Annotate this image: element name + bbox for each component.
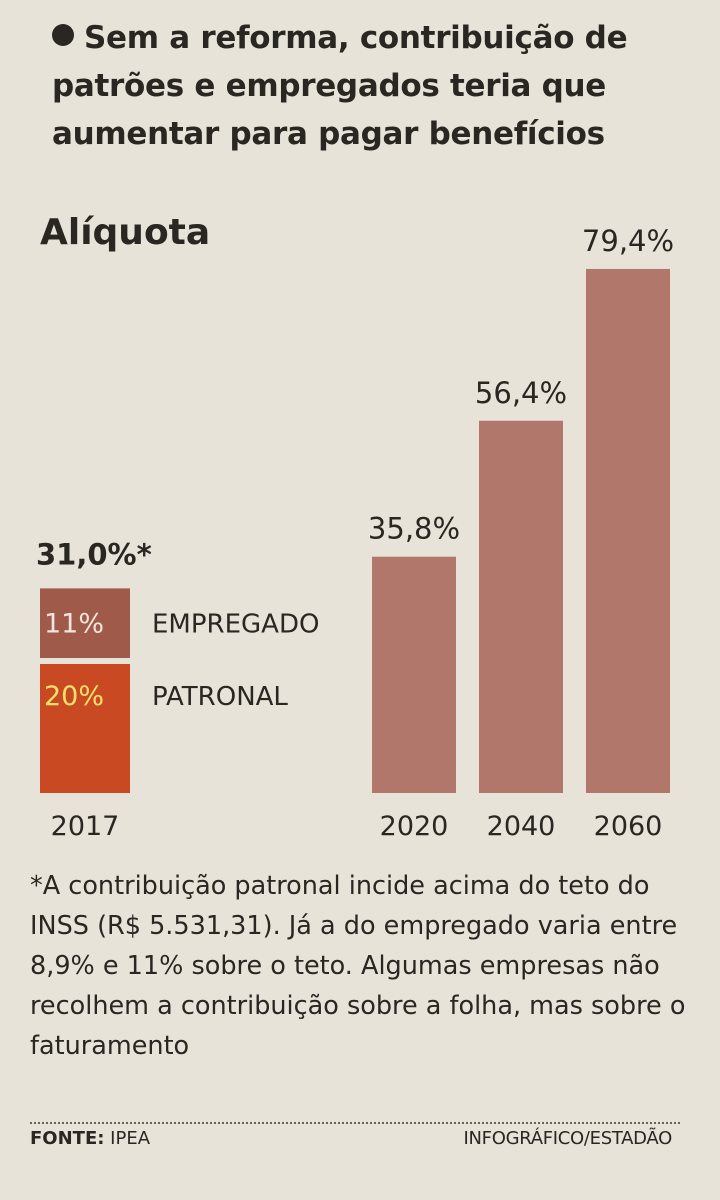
source: FONTE: IPEA — [30, 1128, 150, 1149]
segment-separator — [40, 658, 130, 664]
x-tick-label: 2040 — [487, 811, 556, 842]
bar-value-label: 79,4% — [582, 224, 674, 258]
x-tick-label: 2020 — [380, 811, 449, 842]
source-label: FONTE: — [30, 1128, 105, 1149]
segment-name-label: PATRONAL — [152, 682, 288, 712]
bar-2020 — [372, 556, 456, 793]
bar-value-label: 35,8% — [368, 512, 460, 546]
segment-value-label: 11% — [44, 608, 104, 639]
footnote: *A contribuição patronal incide acima do… — [30, 871, 686, 1061]
segment-name-label: EMPREGADO — [152, 609, 319, 639]
stacked-segment-patronal — [40, 661, 130, 793]
stacked-total-label: 31,0%* — [36, 537, 152, 571]
bar-chart: 11% EMPREGADO 20% PATRONAL 31,0%* 2017 35,8% 20… — [36, 224, 674, 842]
segment-value-label: 20% — [44, 681, 104, 712]
x-tick-label: 2060 — [594, 811, 663, 842]
bar-2060 — [586, 268, 670, 794]
stacked-segment-empregado — [40, 588, 130, 661]
bar-2040 — [479, 420, 563, 793]
headline-text: Sem a reforma, contribuição de patrões e… — [52, 20, 628, 152]
bullet-icon — [52, 24, 74, 46]
headline: Sem a reforma, contribuição de patrões e… — [52, 14, 702, 158]
source-value: IPEA — [110, 1128, 151, 1149]
bar-value-label: 56,4% — [475, 376, 567, 410]
x-tick-label: 2017 — [51, 811, 120, 842]
credit: INFOGRÁFICO/ESTADÃO — [463, 1128, 672, 1149]
chart-title: Alíquota — [40, 212, 211, 253]
divider — [30, 1122, 680, 1124]
